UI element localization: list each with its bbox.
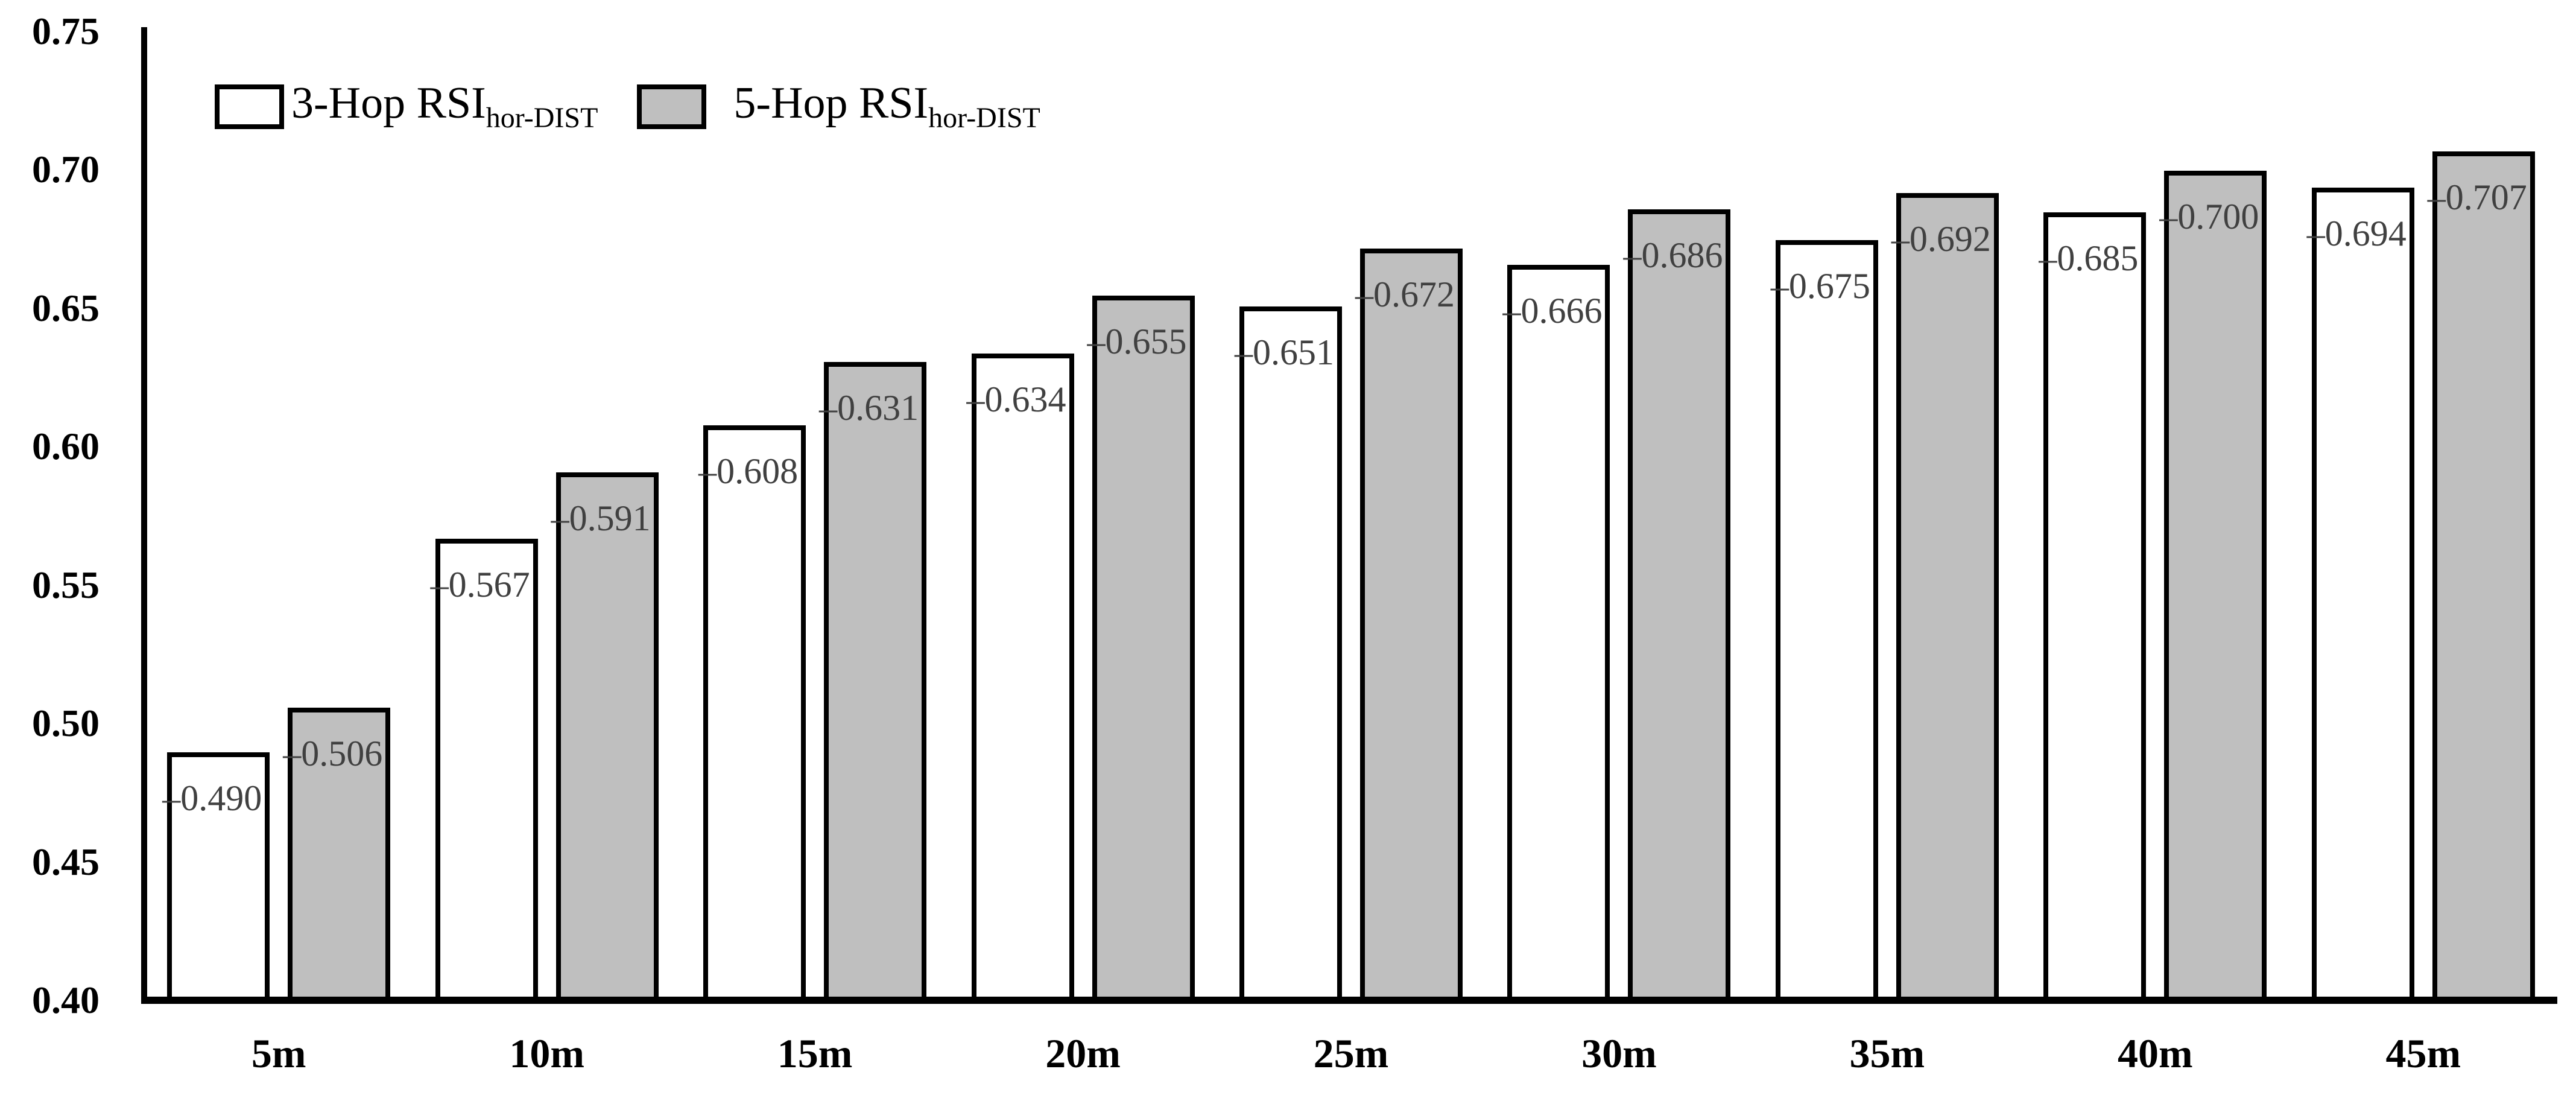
data-label: –0.634 [966, 379, 1066, 419]
data-label: –0.700 [2159, 197, 2259, 236]
bar-5-hop-10m [555, 472, 659, 1001]
data-label: –0.651 [1235, 332, 1334, 372]
y-tick-label: 0.55 [32, 563, 100, 606]
legend-label: 5-Hop RSIhor-DIST [733, 81, 1040, 133]
y-tick-label: 0.75 [32, 9, 100, 52]
x-category-label: 10m [509, 1030, 584, 1076]
legend-item-3-hop: 3-Hop RSIhor-DIST [215, 81, 598, 133]
bar-3-hop-10m [435, 539, 538, 1001]
data-label: –0.591 [551, 498, 651, 539]
bar-5-hop-25m [1360, 248, 1463, 1001]
y-tick-label: 0.50 [32, 702, 100, 744]
bar-5-hop-40m [2164, 171, 2267, 1001]
legend-series-name: 5-Hop RSI [733, 78, 929, 128]
legend-series-subscript: hor-DIST [928, 101, 1040, 134]
x-axis-line [141, 997, 2557, 1004]
data-label: –0.685 [2039, 238, 2139, 278]
x-category-label: 15m [777, 1030, 853, 1076]
y-tick-label: 0.65 [32, 286, 100, 329]
legend-label: 3-Hop RSIhor-DIST [291, 81, 598, 133]
data-label: –0.666 [1502, 291, 1603, 331]
data-label: –0.608 [698, 451, 799, 492]
bar-5-hop-45m [2432, 151, 2535, 1001]
x-category-label: 40m [2118, 1030, 2193, 1076]
x-category-label: 25m [1313, 1030, 1389, 1076]
bar-3-hop-5m [167, 752, 270, 1001]
legend-series-subscript: hor-DIST [486, 101, 598, 134]
data-label: –0.707 [2427, 177, 2527, 217]
bar-3-hop-30m [1507, 265, 1610, 1001]
data-label: –0.692 [1891, 218, 1991, 259]
x-category-label: 5m [251, 1030, 306, 1076]
legend: 3-Hop RSIhor-DIST 5-Hop RSIhor-DIST [215, 81, 1040, 133]
y-tick-label: 0.40 [32, 979, 100, 1021]
bar-3-hop-35m [1775, 240, 1878, 1001]
y-tick-label: 0.45 [32, 840, 100, 883]
data-label: –0.672 [1355, 274, 1455, 314]
data-label: –0.490 [162, 778, 262, 818]
y-tick-label: 0.60 [32, 425, 100, 468]
bar-3-hop-15m [703, 425, 806, 1001]
bar-5-hop-15m [824, 361, 927, 1001]
data-label: –0.694 [2306, 213, 2407, 253]
x-category-label: 30m [1581, 1030, 1657, 1076]
bar-3-hop-45m [2311, 187, 2414, 1001]
x-category-label: 20m [1045, 1030, 1121, 1076]
data-label: –0.686 [1623, 235, 1723, 276]
bar-3-hop-40m [2043, 212, 2147, 1001]
legend-item-5-hop: 5-Hop RSIhor-DIST [637, 81, 1040, 133]
bar-5-hop-20m [1092, 295, 1195, 1001]
y-axis-line [141, 27, 147, 1003]
legend-swatch [637, 84, 707, 129]
bar-3-hop-20m [971, 353, 1074, 1001]
bar-3-hop-25m [1239, 306, 1342, 1001]
data-label: –0.655 [1087, 321, 1187, 361]
bar-5-hop-35m [1896, 192, 1999, 1001]
bar-5-hop-30m [1628, 209, 1731, 1001]
data-label: –0.506 [283, 734, 383, 774]
y-tick-label: 0.70 [32, 148, 100, 191]
data-label: –0.631 [819, 387, 919, 428]
data-label: –0.675 [1770, 265, 1870, 306]
bar-5-hop-5m [288, 708, 391, 1001]
legend-swatch [215, 84, 284, 129]
x-category-label: 35m [1849, 1030, 1925, 1076]
legend-series-name: 3-Hop RSI [291, 78, 486, 128]
x-category-label: 45m [2385, 1030, 2461, 1076]
data-label: –0.567 [430, 565, 530, 605]
